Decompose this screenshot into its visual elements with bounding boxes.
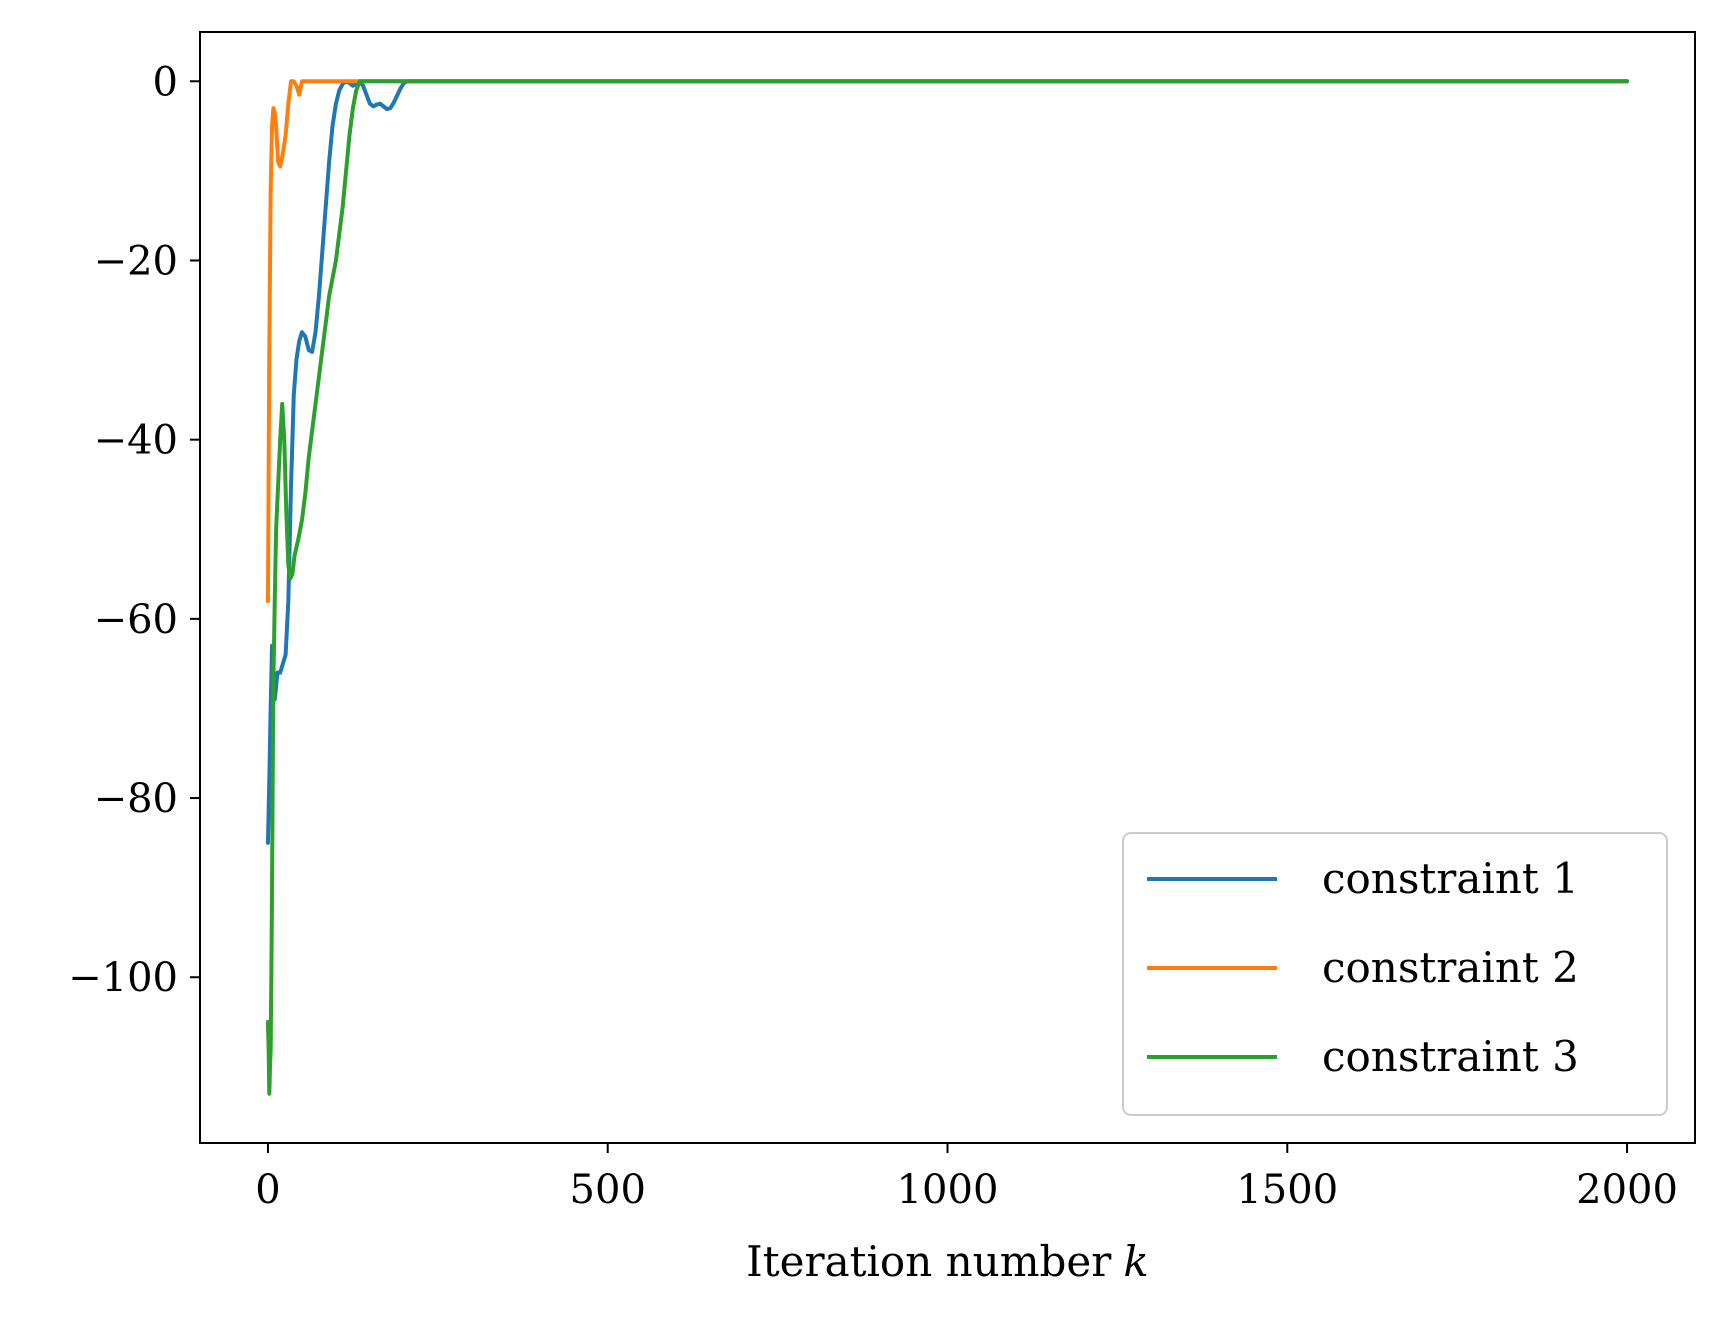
x-tick-label: 0 [255, 1167, 280, 1213]
legend-label-constraint-2: constraint 2 [1322, 943, 1579, 992]
x-tick-label: 500 [570, 1167, 646, 1213]
y-tick-label: 0 [153, 59, 178, 105]
lines-layer [265, 79, 1630, 1096]
series-line-constraint-3 [265, 79, 1630, 1096]
y-tick-label: −80 [94, 776, 178, 822]
y-tick-label: −100 [68, 955, 178, 1001]
x-axis-label-text: Iteration number [746, 1237, 1112, 1286]
series-line-constraint-1 [265, 79, 1630, 845]
y-tick-label: −60 [94, 597, 178, 643]
y-axis-ticks: 0 −20 −40 −60 −80 −100 [68, 59, 200, 1001]
x-tick-label: 1500 [1236, 1167, 1338, 1213]
legend-box [1122, 832, 1668, 1116]
x-axis-label-variable: k [1123, 1237, 1148, 1286]
x-axis-ticks: 0 500 1000 1500 2000 [255, 1143, 1678, 1213]
x-tick-label: 2000 [1576, 1167, 1678, 1213]
series-line-constraint-2 [265, 79, 1630, 603]
y-tick-label: −40 [94, 418, 178, 464]
x-tick-label: 1000 [897, 1167, 999, 1213]
legend: constraint 1 constraint 2 constraint 3 [1122, 832, 1668, 1116]
legend-label-constraint-1: constraint 1 [1322, 854, 1579, 903]
y-tick-label: −20 [94, 238, 178, 284]
legend-label-constraint-3: constraint 3 [1322, 1032, 1579, 1081]
x-axis-label: Iteration number k [746, 1237, 1149, 1286]
